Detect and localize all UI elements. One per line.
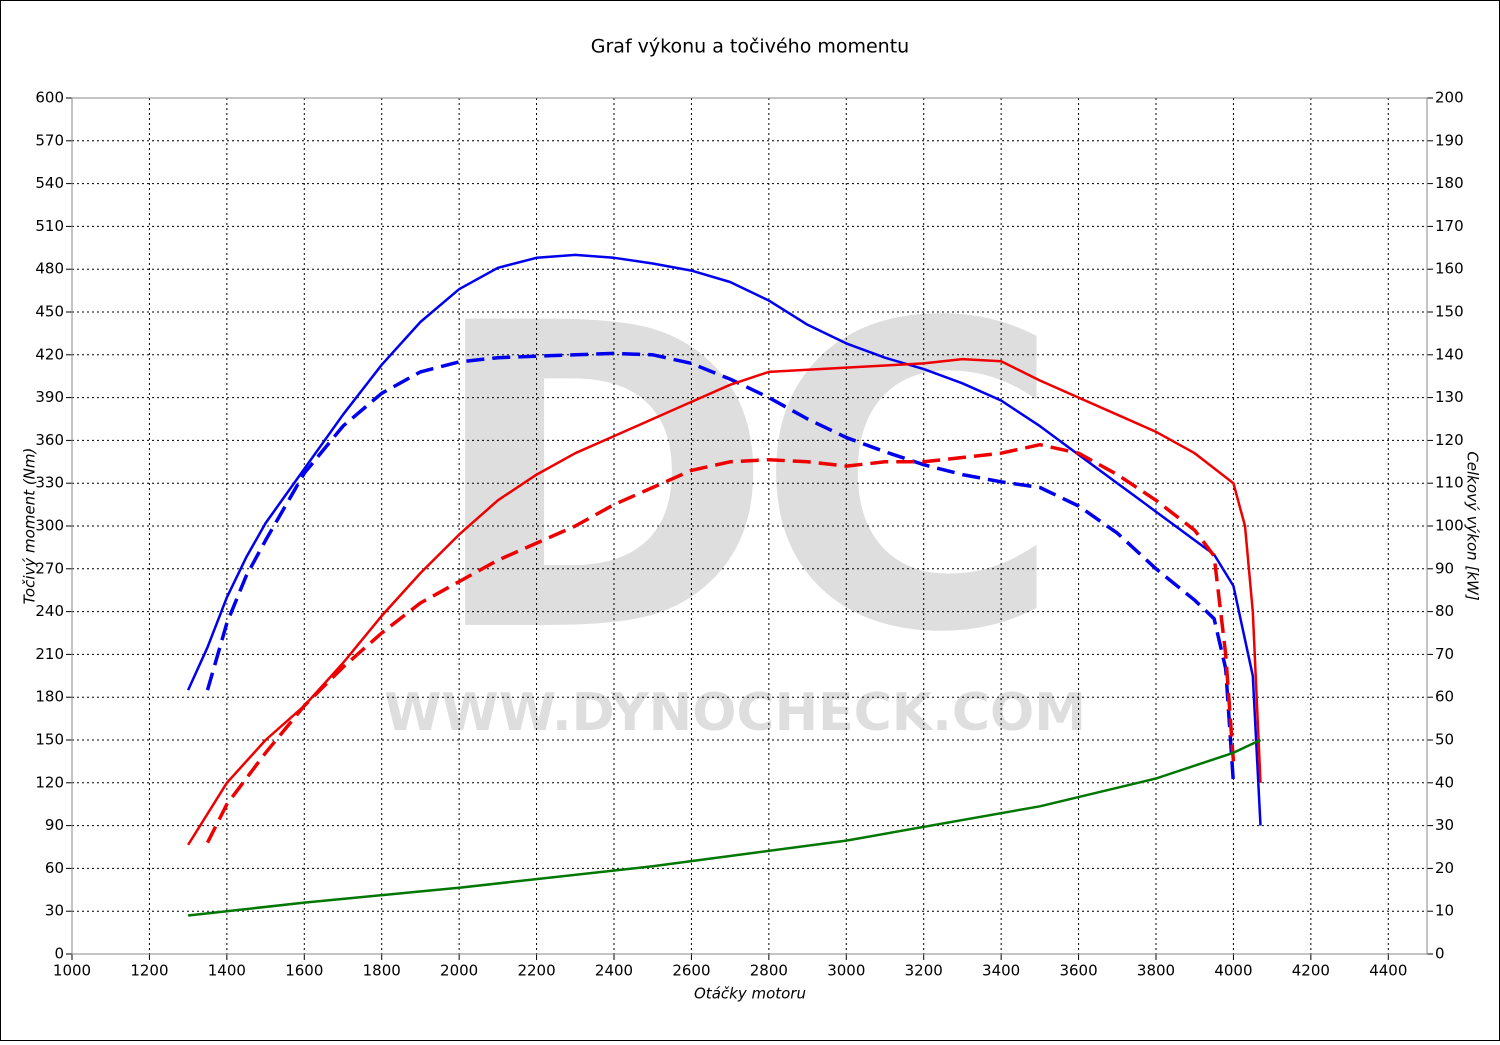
y2-tick-label: 100 [1435, 517, 1464, 535]
y2-tick-label: 110 [1435, 474, 1464, 492]
y-tick-label: 270 [35, 559, 64, 577]
y-tick-label: 240 [35, 602, 64, 620]
y2-tick-label: 60 [1435, 688, 1454, 706]
x-tick-label: 3600 [1059, 962, 1097, 980]
y2-tick-label: 190 [1435, 131, 1464, 149]
x-tick-label: 2400 [595, 962, 633, 980]
x-tick-label: 4400 [1369, 962, 1407, 980]
y2-tick-label: 0 [1435, 945, 1445, 963]
y-axis-label: Točivý moment (Nm) [21, 448, 39, 605]
x-tick-label: 1800 [363, 962, 401, 980]
y-tick-label: 210 [35, 645, 64, 663]
y-tick-label: 420 [35, 345, 64, 363]
y2-tick-label: 70 [1435, 645, 1454, 663]
y-tick-label: 30 [45, 902, 64, 920]
y-tick-label: 360 [35, 431, 64, 449]
y-tick-label: 300 [35, 517, 64, 535]
y2-tick-label: 170 [1435, 217, 1464, 235]
series-line [205, 442, 1236, 844]
watermark: DC [427, 236, 1044, 725]
x-tick-label: 2800 [750, 962, 788, 980]
x-tick-label: 1000 [53, 962, 91, 980]
y-tick-label: 330 [35, 474, 64, 492]
series-line [186, 253, 1262, 826]
y-tick-label: 180 [35, 688, 64, 706]
x-tick-label: 1400 [208, 962, 246, 980]
y2-tick-label: 140 [1435, 345, 1464, 363]
series-line [205, 351, 1236, 783]
y-tick-label: 120 [35, 773, 64, 791]
x-tick-label: 1200 [130, 962, 168, 980]
x-tick-label: 3800 [1137, 962, 1175, 980]
y-tick-label: 0 [54, 945, 64, 963]
y-tick-label: 510 [35, 217, 64, 235]
y-tick-label: 60 [45, 859, 64, 877]
x-tick-label: 2600 [672, 962, 710, 980]
y2-tick-label: 150 [1435, 303, 1464, 321]
y2-tick-label: 30 [1435, 816, 1454, 834]
x-tick-label: 1600 [285, 962, 323, 980]
y-tick-label: 540 [35, 174, 64, 192]
x-tick-label: 3200 [905, 962, 943, 980]
y-tick-label: 450 [35, 303, 64, 321]
y-tick-label: 390 [35, 388, 64, 406]
y-tick-label: 90 [45, 816, 64, 834]
y2-tick-label: 90 [1435, 559, 1454, 577]
y-tick-label: 570 [35, 131, 64, 149]
x-tick-label: 2000 [440, 962, 478, 980]
y2-tick-label: 50 [1435, 731, 1454, 749]
plot-area [71, 97, 1428, 955]
series-line [187, 738, 1262, 917]
series-line [187, 357, 1262, 846]
y2-axis-label: Celkový výkon [kW] [1464, 451, 1482, 601]
watermark-url: WWW.DYNOCHECK.COM [384, 683, 1086, 743]
chart-title: Graf výkonu a točivého momentu [591, 36, 909, 58]
y2-tick-label: 200 [1435, 89, 1464, 107]
y-tick-label: 480 [35, 260, 64, 278]
y2-tick-label: 120 [1435, 431, 1464, 449]
x-axis-label: Otáčky motoru [694, 985, 806, 1003]
y2-tick-label: 80 [1435, 602, 1454, 620]
y2-tick-label: 160 [1435, 260, 1464, 278]
y2-tick-label: 10 [1435, 902, 1454, 920]
x-tick-label: 3000 [827, 962, 865, 980]
x-tick-label: 2200 [517, 962, 555, 980]
y-tick-label: 600 [35, 89, 64, 107]
y-tick-label: 150 [35, 731, 64, 749]
x-tick-label: 4000 [1214, 962, 1252, 980]
x-tick-label: 3400 [982, 962, 1020, 980]
x-tick-label: 4200 [1292, 962, 1330, 980]
y2-tick-label: 40 [1435, 773, 1454, 791]
y2-tick-label: 130 [1435, 388, 1464, 406]
y2-tick-label: 20 [1435, 859, 1454, 877]
y2-tick-label: 180 [1435, 174, 1464, 192]
